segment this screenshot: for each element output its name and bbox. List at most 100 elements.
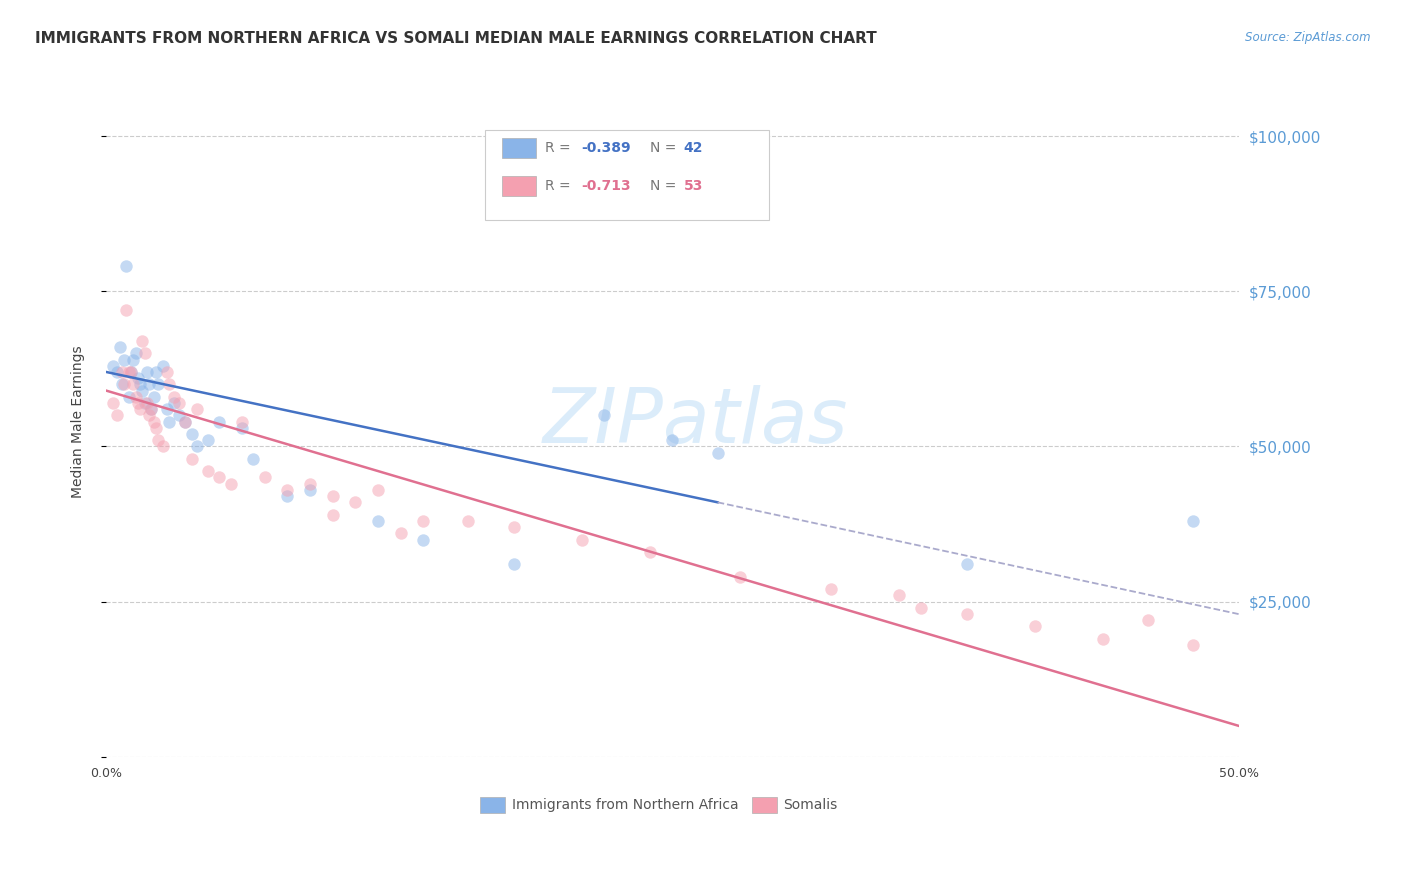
Text: IMMIGRANTS FROM NORTHERN AFRICA VS SOMALI MEDIAN MALE EARNINGS CORRELATION CHART: IMMIGRANTS FROM NORTHERN AFRICA VS SOMAL… <box>35 31 877 46</box>
Point <box>124 346 146 360</box>
FancyBboxPatch shape <box>502 138 537 158</box>
Text: 42: 42 <box>683 141 703 155</box>
Point <box>276 489 298 503</box>
Point <box>156 365 179 379</box>
Point <box>412 533 434 547</box>
Point <box>344 495 367 509</box>
Point <box>135 365 157 379</box>
FancyBboxPatch shape <box>752 797 776 814</box>
Point <box>101 396 124 410</box>
Point <box>111 377 134 392</box>
Point <box>887 589 910 603</box>
Text: Somalis: Somalis <box>783 798 838 812</box>
Point <box>152 440 174 454</box>
Point <box>367 514 389 528</box>
Point <box>174 415 197 429</box>
Point <box>112 352 135 367</box>
Point <box>298 476 321 491</box>
Point <box>181 451 204 466</box>
Point <box>197 464 219 478</box>
FancyBboxPatch shape <box>479 797 505 814</box>
Point <box>231 415 253 429</box>
Point <box>389 526 412 541</box>
Point <box>502 520 524 534</box>
Point <box>145 421 167 435</box>
Point <box>571 533 593 547</box>
Text: R =: R = <box>546 141 575 155</box>
Point <box>163 396 186 410</box>
Text: -0.389: -0.389 <box>582 141 631 155</box>
Point <box>181 427 204 442</box>
Point <box>910 600 932 615</box>
Point <box>322 489 344 503</box>
Point <box>167 409 190 423</box>
Point <box>146 377 169 392</box>
Point <box>956 558 979 572</box>
FancyBboxPatch shape <box>485 130 769 220</box>
Text: R =: R = <box>546 178 575 193</box>
Point <box>101 359 124 373</box>
Point <box>253 470 276 484</box>
Point <box>1182 638 1205 652</box>
Point <box>1091 632 1114 646</box>
Point <box>111 365 134 379</box>
Point <box>120 365 142 379</box>
Point <box>108 340 131 354</box>
Point <box>138 377 160 392</box>
Text: 53: 53 <box>683 178 703 193</box>
Text: -0.713: -0.713 <box>582 178 631 193</box>
Point <box>638 545 661 559</box>
Point <box>115 260 138 274</box>
Point <box>118 390 141 404</box>
Point <box>208 470 231 484</box>
Point <box>706 445 728 459</box>
Point <box>502 558 524 572</box>
Point <box>167 396 190 410</box>
Point <box>412 514 434 528</box>
Point <box>152 359 174 373</box>
Point <box>163 390 186 404</box>
Point <box>124 390 146 404</box>
Point <box>145 365 167 379</box>
Point <box>129 377 152 392</box>
Point <box>219 476 242 491</box>
Point <box>242 451 264 466</box>
Point <box>118 365 141 379</box>
Point <box>186 402 208 417</box>
Point <box>131 384 153 398</box>
Point <box>1182 514 1205 528</box>
Point <box>156 402 179 417</box>
Text: Source: ZipAtlas.com: Source: ZipAtlas.com <box>1246 31 1371 45</box>
Point <box>122 352 145 367</box>
Point <box>142 415 165 429</box>
Y-axis label: Median Male Earnings: Median Male Earnings <box>72 345 86 498</box>
Point <box>457 514 479 528</box>
Point <box>276 483 298 497</box>
Point <box>134 396 156 410</box>
Point <box>956 607 979 621</box>
Point <box>115 302 138 317</box>
Point <box>186 440 208 454</box>
Point <box>159 415 181 429</box>
Point <box>131 334 153 348</box>
Point <box>120 365 142 379</box>
Point <box>112 377 135 392</box>
Point <box>142 390 165 404</box>
Point <box>367 483 389 497</box>
Point <box>127 396 149 410</box>
Point <box>135 396 157 410</box>
Point <box>141 402 163 417</box>
Text: ZIPatlas: ZIPatlas <box>543 384 848 458</box>
Point <box>197 434 219 448</box>
Point <box>127 371 149 385</box>
Point <box>141 402 163 417</box>
Point <box>129 402 152 417</box>
Point <box>105 365 128 379</box>
Point <box>138 409 160 423</box>
Point <box>134 346 156 360</box>
Point <box>208 415 231 429</box>
Point <box>122 377 145 392</box>
Point <box>820 582 842 597</box>
Point <box>661 434 683 448</box>
Point <box>105 409 128 423</box>
